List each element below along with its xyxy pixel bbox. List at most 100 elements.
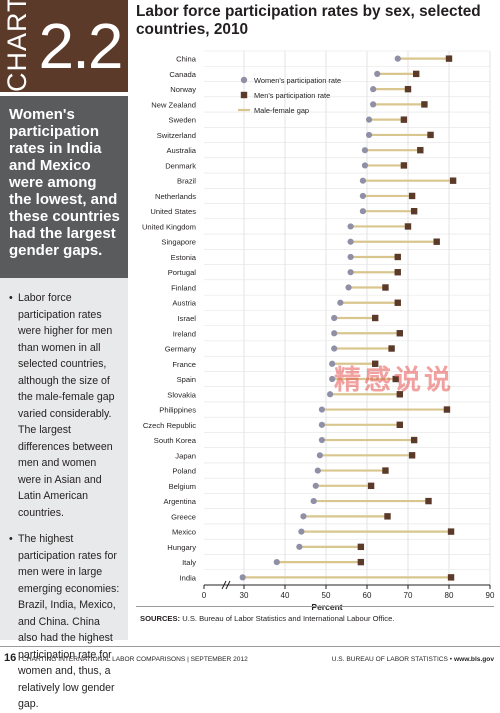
x-tick-label: 90	[486, 591, 495, 600]
category-label: United Kingdom	[142, 222, 196, 231]
women-point	[365, 116, 373, 123]
source-text: U.S. Bureau of Labor Statistics and Inte…	[182, 614, 395, 623]
category-label: Argentina	[163, 497, 196, 506]
category-label: Denmark	[165, 161, 196, 170]
category-label: Greece	[171, 512, 196, 521]
men-point	[417, 146, 424, 154]
x-tick-label: 40	[281, 591, 290, 600]
men-point	[413, 70, 420, 78]
men-point	[425, 497, 432, 505]
category-label: Portugal	[168, 268, 197, 277]
category-label: United States	[150, 207, 196, 216]
dumbbell-chart: 0 30 40 50 60 70 80 90 Percent China Canada Norway N…	[142, 50, 495, 612]
women-point	[318, 421, 325, 428]
category-label: Czech Republic	[143, 421, 196, 430]
women-point	[359, 208, 366, 215]
category-label: Brazil	[177, 177, 196, 186]
women-point	[361, 162, 369, 169]
women-point	[345, 284, 352, 291]
women-point	[296, 543, 303, 550]
women-point	[374, 70, 381, 77]
women-point	[273, 559, 280, 566]
men-point	[410, 436, 418, 444]
chart-number-box: CHART 2.2	[0, 0, 128, 92]
category-label: Spain	[177, 375, 196, 384]
footer-left: 16 CHARTING INTERNATIONAL LABOR COMPARIS…	[4, 653, 248, 665]
men-point	[445, 55, 453, 62]
men-point	[357, 558, 365, 566]
category-label: New Zealand	[151, 100, 196, 109]
women-point	[312, 482, 319, 489]
category-label: Hungary	[167, 543, 196, 552]
women-point	[316, 452, 323, 459]
men-point	[367, 482, 375, 490]
legend-men-label: Men's participation rate	[254, 91, 330, 100]
women-point	[361, 147, 369, 154]
agency-name: U.S. BUREAU OF LABOR STATISTICS	[331, 656, 448, 663]
men-point	[396, 421, 403, 428]
footer-divider	[0, 646, 500, 647]
category-label: Germany	[165, 345, 196, 354]
category-label: Estonia	[171, 253, 197, 262]
women-point	[347, 223, 354, 230]
men-point	[400, 162, 408, 169]
men-point	[433, 238, 440, 245]
sidebar: CHART 2.2 Women's participation rates in…	[0, 0, 128, 710]
women-point	[370, 86, 377, 93]
men-point	[357, 543, 365, 551]
women-point	[310, 497, 317, 505]
category-label: Singapore	[161, 238, 196, 247]
men-point	[404, 223, 412, 230]
category-label: Israel	[177, 314, 196, 323]
category-label: Poland	[172, 467, 196, 476]
x-tick-label: 80	[445, 591, 454, 600]
axis-layer: 0 30 40 50 60 70 80 90 Percent China Canada Norway N…	[142, 55, 495, 612]
x-tick-label: 70	[404, 591, 413, 600]
category-label: France	[172, 360, 196, 369]
legend-men-marker	[240, 91, 248, 99]
headline-box: Women's participation rates in India and…	[0, 96, 128, 278]
category-label: Sweden	[169, 116, 196, 125]
category-label: Switzerland	[157, 131, 196, 140]
men-point	[447, 574, 455, 581]
bullet-icon: •	[9, 533, 13, 545]
category-label: Italy	[182, 558, 196, 567]
category-label: Australia	[166, 146, 196, 155]
men-point	[384, 513, 391, 520]
source-note: SOURCES: U.S. Bureau of Labor Statistics…	[140, 614, 490, 624]
men-point	[447, 528, 455, 535]
site-link[interactable]: www.bls.gov	[453, 656, 494, 663]
category-label: Ireland	[173, 329, 196, 338]
note-item: • The highest participation rates for me…	[9, 531, 122, 713]
footer-right: U.S. BUREAU OF LABOR STATISTICS • www.bl…	[331, 656, 494, 663]
men-point	[443, 406, 451, 413]
notes-box: • Labor force participation rates were h…	[0, 278, 128, 710]
men-point	[388, 345, 395, 352]
men-point	[394, 253, 401, 261]
category-label: Philippines	[159, 406, 196, 415]
women-point	[347, 269, 354, 276]
men-point	[396, 330, 403, 337]
women-point	[359, 177, 366, 184]
men-point	[372, 360, 379, 367]
women-point	[331, 345, 338, 352]
women-point	[318, 406, 325, 413]
men-point	[408, 452, 416, 459]
x-tick-label: 50	[322, 591, 331, 600]
x-tick-label: 60	[363, 591, 372, 600]
note-text: Labor force participation rates were hig…	[18, 292, 115, 519]
men-point	[421, 101, 428, 108]
women-point	[347, 238, 354, 245]
men-point	[382, 284, 389, 291]
category-label: Norway	[170, 85, 196, 94]
women-point	[329, 360, 336, 367]
source-label: SOURCES:	[140, 614, 181, 623]
men-point	[427, 131, 434, 139]
x-axis-title: Percent	[311, 602, 342, 612]
category-label: South Korea	[154, 436, 197, 445]
x-tick-label: 30	[240, 591, 249, 600]
category-label: Netherlands	[155, 192, 196, 201]
category-label: Japan	[175, 451, 196, 460]
category-label: Mexico	[172, 528, 196, 537]
women-point	[300, 513, 307, 520]
